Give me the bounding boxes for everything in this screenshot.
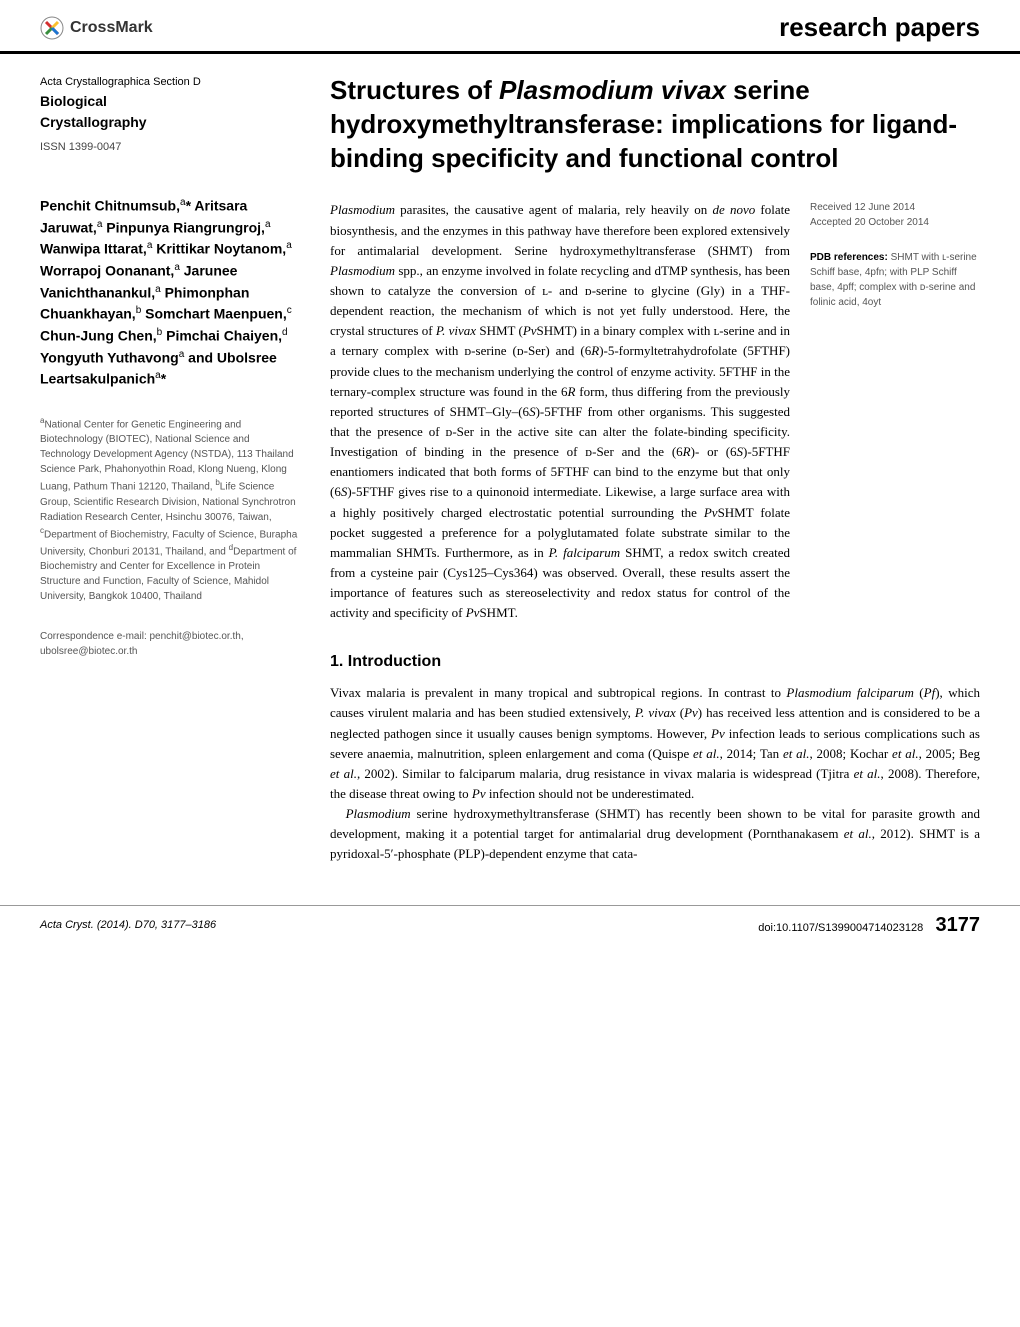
intro-heading: 1. Introduction	[330, 653, 980, 671]
accepted-date: Accepted 20 October 2014	[810, 215, 980, 230]
journal-issn: ISSN 1399-0047	[40, 139, 300, 156]
intro-p2: Plasmodium serine hydroxymethyltransfera…	[330, 804, 980, 864]
affiliations-block: aNational Center for Genetic Engineering…	[40, 415, 300, 604]
side-notes: Received 12 June 2014 Accepted 20 Octobe…	[810, 200, 980, 623]
pdb-references: PDB references: SHMT with ʟ-serine Schif…	[810, 250, 980, 310]
intro-p1: Vivax malaria is prevalent in many tropi…	[330, 683, 980, 804]
content-wrapper: Acta Crystallographica Section D Biologi…	[0, 54, 1020, 885]
section-label: research papers	[779, 12, 980, 43]
abstract-row: Plasmodium parasites, the causative agen…	[330, 200, 980, 623]
correspondence: Correspondence e-mail: penchit@biotec.or…	[40, 629, 300, 659]
abstract-text: Plasmodium parasites, the causative agen…	[330, 200, 790, 623]
article-title: Structures of Plasmodium vivax serine hy…	[330, 74, 980, 175]
footer-doi: doi:10.1107/S1399004714023128	[758, 922, 923, 934]
crossmark-badge[interactable]: CrossMark	[40, 16, 153, 40]
footer-left: Acta Cryst. (2014). D70, 3177–3186	[40, 919, 216, 931]
journal-line2: Biological	[40, 91, 300, 112]
received-date: Received 12 June 2014	[810, 200, 980, 215]
intro-body: Vivax malaria is prevalent in many tropi…	[330, 683, 980, 864]
crossmark-icon	[40, 16, 64, 40]
pdb-header: PDB references:	[810, 252, 888, 263]
footer: Acta Cryst. (2014). D70, 3177–3186 doi:1…	[0, 905, 1020, 952]
footer-citation: Acta Cryst. (2014). D70, 3177–3186	[40, 919, 216, 931]
title-pre: Structures of	[330, 75, 499, 105]
authors-block: Penchit Chitnumsub,a* Aritsara Jaruwat,a…	[40, 195, 300, 390]
left-column: Acta Crystallographica Section D Biologi…	[40, 74, 300, 865]
journal-info: Acta Crystallographica Section D Biologi…	[40, 74, 300, 155]
dates-block: Received 12 June 2014 Accepted 20 Octobe…	[810, 200, 980, 230]
title-italic: Plasmodium vivax	[499, 75, 726, 105]
crossmark-label: CrossMark	[70, 19, 153, 37]
journal-line1: Acta Crystallographica Section D	[40, 74, 300, 91]
header-bar: CrossMark research papers	[0, 0, 1020, 54]
footer-right: doi:10.1107/S1399004714023128 3177	[758, 914, 980, 937]
journal-line3: Crystallography	[40, 112, 300, 133]
right-column: Structures of Plasmodium vivax serine hy…	[330, 74, 980, 865]
page-number: 3177	[936, 914, 981, 936]
